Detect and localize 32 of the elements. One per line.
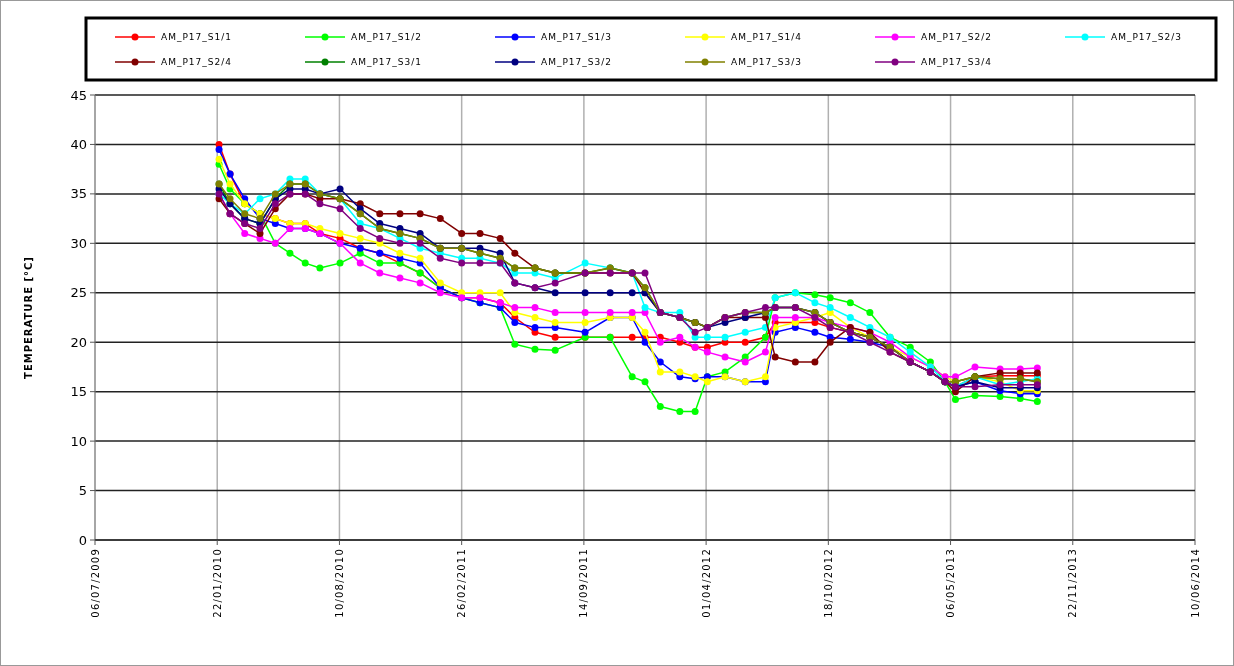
legend-label: AM_P17_S2/3 — [1111, 32, 1182, 43]
y-tick-label: 40 — [70, 136, 87, 152]
legend-label: AM_P17_S3/1 — [351, 57, 422, 68]
y-tick-label: 35 — [70, 186, 87, 202]
x-tick-label: 06/05/2013 — [945, 548, 957, 618]
legend-label: AM_P17_S1/2 — [351, 32, 422, 43]
legend-label: AM_P17_S1/3 — [541, 32, 612, 43]
y-tick-label: 15 — [70, 384, 87, 400]
x-tick-label: 10/06/2014 — [1189, 548, 1201, 618]
y-tick-label: 45 — [70, 87, 87, 103]
x-tick-label: 06/07/2009 — [89, 548, 101, 618]
legend-label: AM_P17_S3/2 — [541, 57, 612, 68]
y-tick-label: 10 — [70, 433, 87, 449]
x-tick-label: 22/01/2010 — [211, 548, 223, 618]
x-tick-label: 10/08/2010 — [333, 548, 345, 618]
y-tick-label: 0 — [78, 532, 87, 548]
legend-label: AM_P17_S3/4 — [921, 57, 992, 68]
legend-label: AM_P17_S2/2 — [921, 32, 992, 43]
legend-label: AM_P17_S1/1 — [161, 32, 232, 43]
x-tick-label: 01/04/2012 — [700, 548, 712, 618]
x-tick-label: 14/09/2011 — [578, 548, 590, 618]
x-tick-label: 18/10/2012 — [822, 548, 834, 618]
y-tick-label: 25 — [70, 285, 87, 301]
legend-label: AM_P17_S3/3 — [731, 57, 802, 68]
x-tick-label: 26/02/2011 — [456, 548, 468, 618]
y-tick-label: 30 — [70, 235, 87, 251]
y-tick-label: 5 — [78, 483, 87, 499]
y-axis-title: TEMPERATURE [°C] — [23, 256, 34, 379]
legend-label: AM_P17_S2/4 — [161, 57, 232, 68]
y-tick-label: 20 — [70, 334, 87, 350]
x-tick-label: 22/11/2013 — [1067, 548, 1079, 618]
legend-label: AM_P17_S1/4 — [731, 32, 802, 43]
